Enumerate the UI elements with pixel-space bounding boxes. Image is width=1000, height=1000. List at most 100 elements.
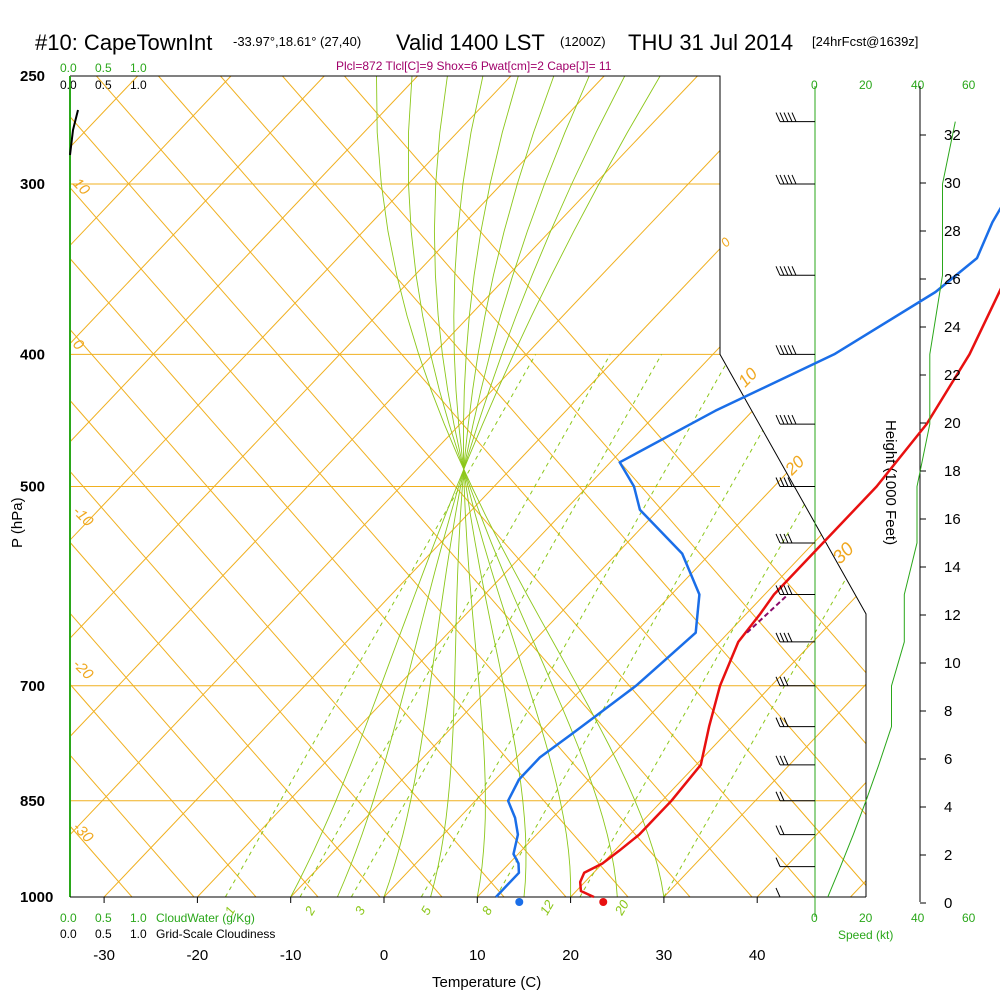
height-tick-label: 14	[944, 559, 961, 576]
moist-adiabat	[463, 76, 519, 897]
wind-barb-flag	[779, 477, 785, 487]
isotherm-10	[476, 76, 866, 897]
zulu-time: (1200Z)	[560, 34, 606, 49]
wind-barb-flag	[783, 414, 789, 425]
moist-adiabat	[376, 76, 665, 897]
wind-barb-flag	[783, 676, 789, 686]
dry-adiabat	[96, 76, 815, 897]
mixing-ratio-line	[663, 354, 866, 897]
wind-barb-flag	[779, 112, 785, 122]
pressure-tick-label: 700	[20, 678, 45, 695]
height-tick-label: 24	[944, 319, 961, 336]
dry-adiabat	[70, 76, 257, 897]
bottom-cloudiness-tick-1: 0.5	[95, 927, 112, 941]
mixing-ratio-label: 20	[611, 897, 632, 919]
wind-barb-flag	[787, 345, 793, 355]
moist-adiabat	[433, 76, 572, 897]
temp-tick-label: -20	[187, 947, 209, 964]
wind-barb-flag	[787, 112, 793, 122]
grid-group	[70, 76, 866, 897]
wind-barb-flag	[779, 585, 785, 595]
wind-barb-flag	[779, 825, 785, 835]
temp-tick-label: 0	[380, 947, 388, 964]
dry-adiabat	[70, 76, 691, 897]
dry-adiabat	[70, 76, 753, 897]
x-axis-title: Temperature (C)	[432, 974, 541, 991]
moist-adiabat	[383, 76, 590, 897]
height-tick-label: 26	[944, 271, 961, 288]
y-axis-title: P (hPa)	[9, 497, 26, 548]
surface-temperature-marker	[599, 898, 608, 906]
wind-barb-flag	[779, 791, 785, 801]
mixing-ratio-line	[579, 354, 866, 897]
wind-barb-flag	[783, 174, 789, 185]
mixing-ratio-line	[350, 354, 663, 897]
station-coords: -33.97°,18.61° (27,40)	[233, 34, 361, 49]
wind-barb-flag	[787, 585, 793, 595]
bottom-cloudwater-tick-2: 1.0	[130, 911, 147, 925]
wind-barb-flag	[779, 755, 785, 766]
wind-barb-flag	[783, 717, 789, 727]
wind-barb-flag	[775, 755, 781, 766]
wind-barb-flag	[787, 174, 793, 185]
isotherm--100	[70, 76, 232, 897]
temp-tick-label: 10	[469, 947, 486, 964]
stability-indices: Plcl=872 Tlcl[C]=9 Shox=6 Pwat[cm]=2 Cap…	[336, 59, 612, 73]
wind-barb-flag	[779, 717, 785, 727]
height-tick-label: 18	[944, 463, 961, 480]
top-cloudwater-tick-1: 0.5	[95, 61, 112, 75]
speed-bottom-tick-3: 60	[962, 911, 976, 925]
dry-adiabat	[70, 76, 567, 897]
height-tick-label: 32	[944, 127, 961, 144]
mixing-ratio-label: 2	[301, 903, 318, 918]
bottom-cloudiness-label: Grid-Scale Cloudiness	[156, 927, 275, 941]
wind-barb-flag	[775, 174, 781, 185]
isotherm-0	[383, 76, 866, 897]
cloudiness-trace	[69, 109, 79, 156]
bottom-cloudiness-tick-0: 0.0	[60, 927, 77, 941]
mixing-ratio-label: 8	[479, 903, 496, 917]
wind-barb-flag	[775, 857, 781, 867]
dry-adiabat	[158, 76, 866, 897]
height-tick-label: 4	[944, 799, 952, 816]
speed-axis-label: Speed (kt)	[838, 928, 893, 942]
wind-barb-flag	[775, 345, 781, 355]
wind-barb-flag	[787, 266, 793, 276]
speed-top-tick-2: 40	[911, 78, 925, 92]
valid-time: Valid 1400 LST	[396, 30, 545, 55]
top-cloudwater-tick-0: 0.0	[60, 61, 77, 75]
isotherm-label: -30	[69, 819, 97, 847]
wind-barb-flag	[775, 676, 781, 686]
isotherm-50	[850, 76, 866, 897]
wind-barb-flag	[779, 414, 785, 425]
station-title: #10: CapeTownInt	[35, 30, 212, 55]
dry-adiabat	[70, 76, 443, 897]
height-tick-label: 20	[944, 415, 961, 432]
mixing-ratio-line	[224, 354, 537, 897]
bottom-cloudwater-label: CloudWater (g/Kg)	[156, 911, 255, 925]
wind-barb-flag	[775, 825, 781, 835]
wind-barb-flag	[783, 533, 789, 544]
wind-barb-flag	[791, 174, 797, 185]
isotherm-label: 30	[829, 538, 859, 568]
height-tick-label: 28	[944, 223, 961, 240]
forecast-label: [24hrFcst@1639z]	[812, 34, 918, 49]
wind-speed-profile	[827, 121, 956, 898]
wind-barb-flag	[779, 174, 785, 185]
wind-barb-flag	[783, 755, 789, 766]
mixing-ratio-label: 3	[352, 903, 369, 917]
top-cloudiness-tick-0: 0.0	[60, 78, 77, 92]
wind-barb-flag	[775, 533, 781, 544]
isotherm--80	[70, 76, 418, 897]
moist-adiabat	[430, 76, 555, 897]
wind-barb-flag	[787, 632, 793, 643]
isotherm--60	[70, 76, 605, 897]
pressure-tick-label: 400	[20, 346, 45, 363]
dry-adiabat	[282, 76, 866, 897]
temp-tick-label: 30	[656, 947, 673, 964]
wind-barb-flag	[791, 345, 797, 355]
mixing-ratio-line	[495, 354, 807, 897]
wind-barb-flag	[779, 632, 785, 643]
wind-barb-flag	[791, 414, 797, 425]
height-tick-label: 0	[944, 895, 952, 912]
